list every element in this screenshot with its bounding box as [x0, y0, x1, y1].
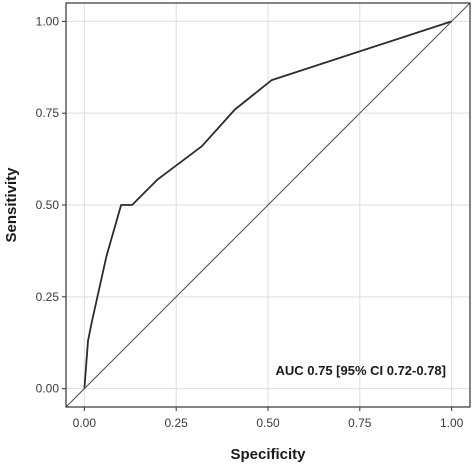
- roc-curve-line: [83, 20, 452, 389]
- x-tick-label: 0.25: [165, 416, 189, 430]
- y-tick-label: 0.50: [36, 198, 60, 212]
- x-tick-label: 0.75: [348, 416, 372, 430]
- x-tick-label: 1.00: [440, 416, 464, 430]
- axis-ticks: 0.00 0.25 0.50 0.75 1.00 0.00 0.25 0.50 0.75 1.00: [36, 14, 464, 430]
- x-axis-title: Specificity: [230, 446, 306, 463]
- y-tick-label: 0.25: [36, 290, 60, 304]
- y-axis-title: Sensitivity: [3, 167, 20, 243]
- plot-border: [65, 2, 471, 408]
- x-tick-label: 0.00: [73, 416, 97, 430]
- x-tick-label: 0.50: [256, 416, 280, 430]
- auc-annotation: AUC 0.75 [95% CI 0.72-0.78]: [275, 363, 446, 378]
- y-tick-label: 1.00: [36, 14, 60, 28]
- reference-diagonal-line: [65, 2, 471, 408]
- y-tick-label: 0.75: [36, 106, 60, 120]
- series-layer: [65, 2, 471, 408]
- y-tick-label: 0.00: [36, 382, 60, 396]
